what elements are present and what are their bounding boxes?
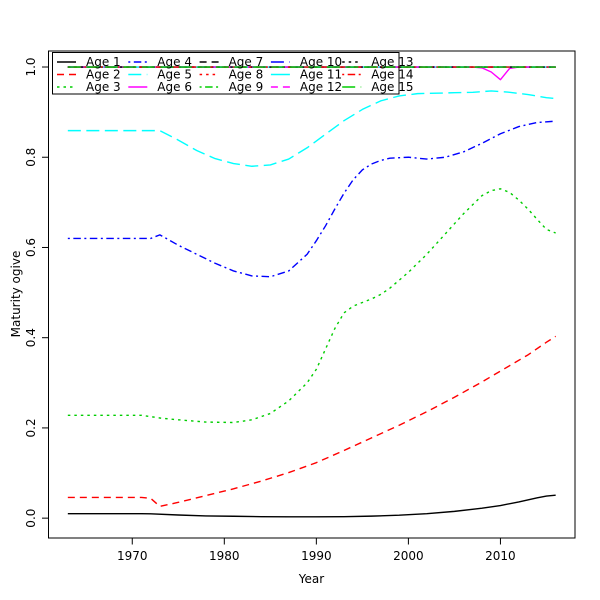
legend-label-age-3: Age 3 [86, 80, 121, 94]
series-line-age-1 [67, 494, 556, 518]
series-line-age-4 [67, 120, 556, 278]
y-tick-label: 0.6 [24, 238, 38, 257]
legend-label-age-5: Age 5 [157, 68, 192, 82]
x-tick-label: 1990 [301, 549, 332, 563]
series-line-age-5 [67, 90, 556, 167]
y-tick-label: 0.0 [24, 509, 38, 528]
legend-label-age-10: Age 10 [300, 55, 342, 69]
legend-label-age-2: Age 2 [86, 68, 121, 82]
legend-label-age-13: Age 13 [371, 55, 413, 69]
legend-label-age-4: Age 4 [157, 55, 192, 69]
y-axis-title: Maturity ogive [9, 250, 23, 338]
x-tick-label: 2010 [485, 549, 516, 563]
x-tick-label: 1970 [117, 549, 148, 563]
y-tick-label: 1.0 [24, 57, 38, 76]
legend-label-age-15: Age 15 [371, 80, 413, 94]
legend-label-age-8: Age 8 [229, 68, 264, 82]
y-tick-label: 0.2 [24, 418, 38, 437]
y-tick-label: 0.4 [24, 328, 38, 347]
legend-label-age-6: Age 6 [157, 80, 192, 94]
plot-border [48, 50, 576, 539]
x-tick-label: 1980 [209, 549, 240, 563]
x-axis-title: Year [298, 572, 325, 586]
legend-label-age-12: Age 12 [300, 80, 342, 94]
legend-label-age-11: Age 11 [300, 68, 342, 82]
legend-label-age-14: Age 14 [371, 68, 413, 82]
series-line-age-2 [67, 335, 557, 508]
x-tick-label: 2000 [393, 549, 424, 563]
legend-label-age-7: Age 7 [229, 55, 264, 69]
legend-label-age-9: Age 9 [229, 80, 264, 94]
series-line-age-3 [67, 188, 556, 424]
legend-label-age-1: Age 1 [86, 55, 121, 69]
legend-border [52, 52, 400, 95]
y-tick-label: 0.8 [24, 148, 38, 167]
